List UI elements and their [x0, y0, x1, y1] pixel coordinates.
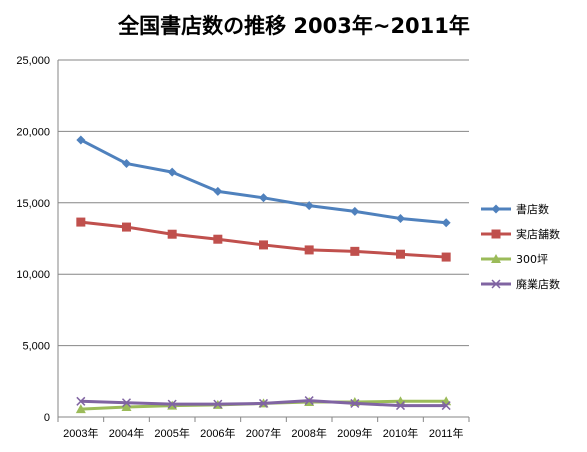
legend-marker	[491, 204, 501, 214]
data-point	[350, 246, 360, 256]
data-point	[396, 249, 405, 259]
series-4	[76, 396, 451, 411]
series-2	[76, 217, 451, 262]
data-point	[121, 402, 132, 412]
x-tick-label: 2005年	[154, 426, 189, 440]
legend-label: 300坪	[516, 253, 548, 266]
series	[75, 135, 452, 414]
x-tick-label: 2008年	[291, 426, 326, 440]
y-tick-label: 5,000	[22, 341, 50, 353]
legend-label: 実店舗数	[516, 227, 560, 241]
data-point	[122, 222, 131, 232]
series-line	[80, 138, 447, 225]
data-point	[396, 214, 405, 224]
legend-item: 書店数	[481, 202, 549, 216]
marker-stroke	[213, 399, 223, 409]
data-point	[441, 252, 451, 262]
x-tick-label: 2009年	[337, 426, 372, 440]
data-point	[213, 399, 223, 409]
data-point	[76, 217, 86, 227]
data-point	[122, 159, 131, 169]
data-point	[167, 167, 177, 177]
y-tick-label: 0	[44, 412, 50, 424]
data-point	[259, 193, 268, 203]
legend-marker	[491, 279, 501, 289]
legend-label: 廃業店数	[516, 277, 560, 291]
x-tick-label: 2010年	[383, 426, 418, 440]
data-point	[75, 404, 86, 414]
y-tick-label: 15,000	[16, 198, 50, 210]
marker-stroke	[121, 398, 132, 408]
data-point	[304, 245, 314, 255]
y-tick-label: 20,000	[16, 126, 50, 138]
legend-marker	[491, 229, 501, 239]
y-tick-label: 25,000	[16, 55, 50, 67]
legend-item: 300坪	[481, 253, 548, 266]
data-point	[213, 186, 223, 196]
x-tick-label: 2004年	[109, 426, 144, 440]
data-point	[350, 398, 360, 408]
data-point	[441, 401, 451, 411]
data-point	[304, 201, 314, 211]
legend-item: 実店舗数	[481, 227, 560, 241]
data-point	[76, 135, 86, 145]
data-point	[350, 206, 360, 216]
data-point	[213, 234, 223, 244]
x-tick-label: 2007年	[246, 426, 281, 440]
chart-title: 全国書店数の推移 2003年~2011年	[117, 14, 470, 38]
data-point	[259, 240, 268, 250]
marker-stroke	[350, 398, 360, 408]
data-point	[76, 396, 86, 406]
data-point	[304, 396, 314, 406]
series-1	[76, 135, 451, 228]
data-point	[167, 229, 177, 239]
axes: 0 5,000 10,000 15,000 20,000 25,000 2003年 2004年…	[16, 55, 470, 440]
x-tick-label: 2011年	[429, 426, 464, 440]
y-tick-label: 10,000	[16, 269, 50, 281]
data-point	[395, 401, 406, 411]
series-line	[80, 220, 447, 259]
marker-stroke	[491, 279, 501, 289]
legend-item: 廃業店数	[481, 277, 560, 291]
gridlines	[58, 59, 469, 347]
marker-stroke	[304, 396, 314, 406]
legend-label: 書店数	[516, 202, 549, 216]
marker-stroke	[258, 398, 269, 408]
data-point	[441, 218, 451, 228]
marker-stroke	[167, 399, 177, 409]
x-tick-label: 2003年	[63, 426, 98, 440]
legend-marker	[491, 254, 501, 263]
data-point	[121, 398, 132, 408]
x-tick-label: 2006年	[200, 426, 235, 440]
data-point	[258, 398, 269, 408]
data-point	[167, 399, 177, 409]
marker-stroke	[441, 401, 451, 411]
marker-stroke	[395, 401, 406, 411]
marker-stroke	[76, 396, 86, 406]
